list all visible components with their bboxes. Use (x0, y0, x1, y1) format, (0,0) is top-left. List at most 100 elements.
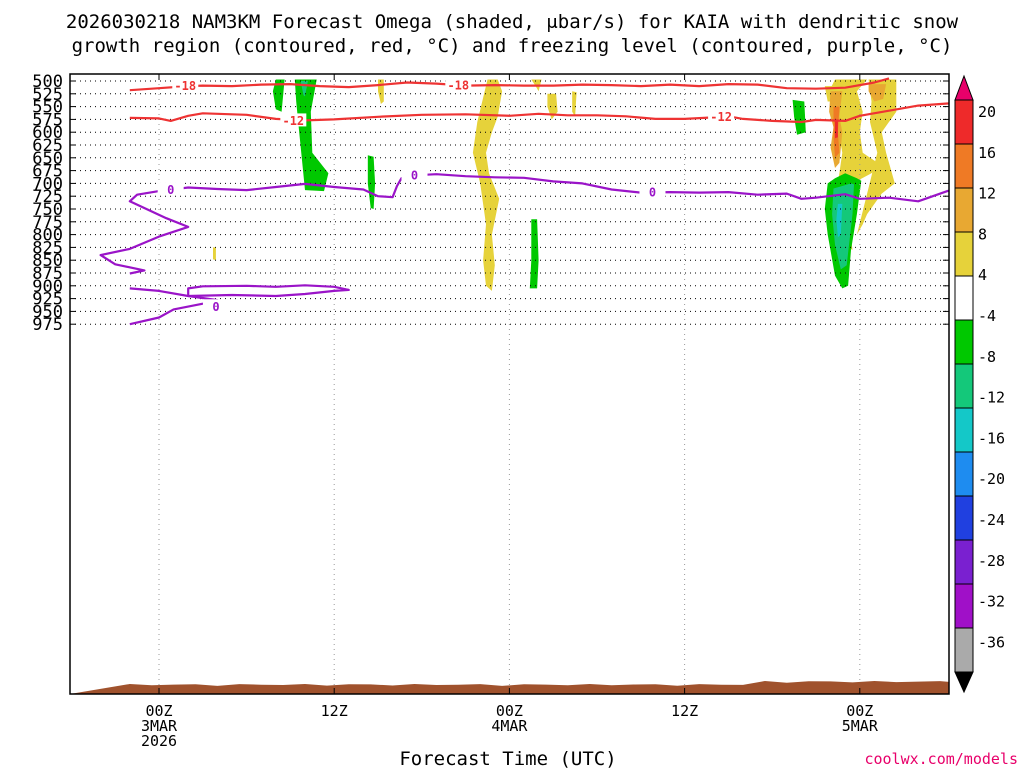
omega-region-7 (547, 93, 558, 120)
contour-label-5: 0 (411, 169, 418, 183)
omega-region-1 (294, 79, 329, 192)
colorbar-label: -16 (978, 429, 1005, 447)
chart-title-line1: 2026030218 NAM3KM Forecast Omega (shaded… (66, 11, 959, 33)
x-tick-label: 3MAR (141, 717, 178, 735)
omega-region-8 (572, 91, 577, 117)
y-axis: 5005255505756006256506757007257507758008… (32, 72, 949, 335)
contour-label-0: -18 (174, 79, 196, 93)
y-tick-label: 950 (32, 302, 63, 322)
omega-region-3 (367, 155, 376, 209)
x-tick-label: 12Z (321, 702, 348, 720)
colorbar-label: -32 (978, 593, 1005, 611)
colorbar: 20 16 12 8 4 -4 -8 -12 -16 -20 -24 -28 -32 -36 (954, 74, 1005, 694)
contour-label-bg (639, 185, 666, 199)
omega-region-20 (836, 203, 843, 238)
ground-surface (70, 681, 949, 694)
omega-region-12 (856, 79, 897, 235)
omega-region-0 (272, 79, 285, 112)
contour-label-3: -12 (710, 110, 732, 124)
y-tick-label: 850 (32, 251, 63, 271)
y-tick-label: 625 (32, 136, 63, 156)
y-tick-label: 800 (32, 226, 63, 246)
contour-label-2: -12 (282, 114, 304, 128)
contour-label-bg (172, 78, 199, 92)
contour-label-bg (708, 109, 735, 123)
colorbar-label: 8 (978, 225, 987, 243)
x-axis-label: Forecast Time (UTC) (399, 748, 616, 768)
plot-inner: -18 -18 -12 -12 0 0 0 0 (70, 74, 949, 694)
omega-region-4 (378, 79, 384, 104)
credit-link[interactable]: coolwx.com/models (864, 750, 1018, 768)
x-tick-label: 4MAR (491, 717, 528, 735)
contour-line-1 (129, 102, 949, 124)
chart-title-line2: growth region (contoured, red, °C) and f… (72, 35, 953, 57)
colorbar-segment (954, 583, 974, 629)
colorbar-label: -8 (978, 348, 996, 366)
contour-label-bg (280, 113, 307, 127)
x-tick-label: 00Z (496, 702, 523, 720)
y-tick-label: 700 (32, 174, 63, 194)
omega-region-19 (832, 183, 854, 270)
x-tick-label: 00Z (145, 702, 172, 720)
contour-label-bg (202, 299, 229, 313)
contour-line-0 (129, 77, 890, 92)
colorbar-segment (954, 495, 974, 541)
x-tick-label: 00Z (846, 702, 873, 720)
omega-region-10 (792, 99, 806, 135)
colorbar-segment (954, 275, 974, 321)
contour-label-4: 0 (167, 183, 174, 197)
y-tick-label: 650 (32, 149, 63, 169)
y-tick-label: 925 (32, 290, 63, 310)
y-tick-label: 550 (32, 98, 63, 118)
y-tick-label: 975 (32, 315, 63, 335)
omega-region-22 (213, 247, 216, 261)
colorbar-segment (954, 407, 974, 453)
y-tick-label: 875 (32, 264, 63, 284)
contour-label-6: 0 (649, 186, 656, 200)
y-tick-label: 675 (32, 162, 63, 182)
y-tick-label: 600 (32, 123, 63, 143)
x-tick-label: 12Z (671, 702, 698, 720)
colorbar-segment (954, 143, 974, 189)
omega-region-16 (835, 119, 838, 139)
colorbar-segment (954, 363, 974, 409)
plot-area: -18 -18 -12 -12 0 0 0 0 (69, 73, 950, 695)
colorbar-label: -28 (978, 552, 1005, 570)
colorbar-segment (954, 627, 974, 673)
y-tick-label: 525 (32, 85, 63, 105)
colorbar-label: 12 (978, 185, 996, 203)
y-tick-label: 825 (32, 238, 63, 258)
colorbar-segment (954, 451, 974, 497)
contour-line-2 (99, 173, 949, 275)
y-tick-label: 750 (32, 200, 63, 220)
colorbar-label: -4 (978, 307, 996, 325)
y-tick-label: 500 (32, 72, 63, 92)
contour-label-1: -18 (447, 79, 469, 93)
y-tick-label: 900 (32, 277, 63, 297)
colorbar-label: 16 (978, 144, 996, 162)
x-tick-label: 5MAR (842, 717, 879, 735)
colorbar-segment (954, 319, 974, 365)
colorbar-top-arrow (954, 74, 974, 101)
omega-region-9 (529, 219, 539, 289)
colorbar-label: -12 (978, 389, 1005, 407)
contour-label-bg (445, 78, 472, 92)
colorbar-segment (954, 99, 974, 145)
colorbar-bottom-arrow (954, 671, 974, 694)
x-tick-label: 2026 (141, 732, 177, 750)
colorbar-label: 4 (978, 266, 987, 284)
y-tick-label: 725 (32, 187, 63, 207)
omega-region-17 (868, 84, 887, 102)
y-tick-label: 775 (32, 213, 63, 233)
contour-line-4 (187, 284, 350, 298)
colorbar-label: -36 (978, 633, 1005, 651)
contour-label-bg (401, 168, 428, 182)
colorbar-segment (954, 231, 974, 277)
colorbar-label: 20 (978, 103, 996, 121)
colorbar-segment (954, 187, 974, 233)
contour-label-bg (157, 182, 184, 196)
contour-label-7: 0 (212, 300, 219, 314)
omega-region-5 (472, 79, 503, 291)
